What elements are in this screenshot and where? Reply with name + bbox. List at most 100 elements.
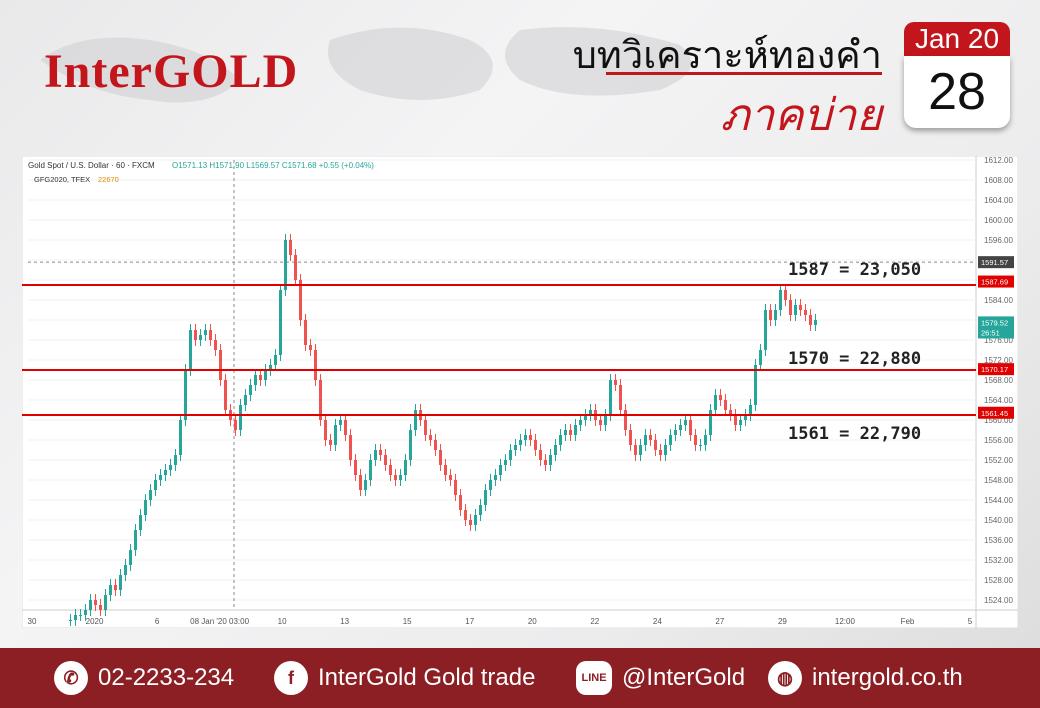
candle-body <box>189 330 192 370</box>
candle-body <box>549 455 552 465</box>
candle-body <box>74 615 77 620</box>
candle-body <box>119 575 122 590</box>
y-tick-label: 1604.00 <box>984 196 1013 205</box>
candle-body <box>519 440 522 445</box>
candle-body <box>734 415 737 425</box>
candle-body <box>139 515 142 530</box>
candle-body <box>589 410 592 415</box>
candle-body <box>134 530 137 550</box>
candle-body <box>664 445 667 455</box>
candle-body <box>644 435 647 445</box>
candle-body <box>414 410 417 430</box>
candle-body <box>289 240 292 255</box>
candle-body <box>89 600 92 610</box>
candle-body <box>159 475 162 480</box>
candle-body <box>179 420 182 455</box>
y-tick-label: 1584.00 <box>984 296 1013 305</box>
y-tick-label: 1600.00 <box>984 216 1013 225</box>
candle-body <box>69 620 72 621</box>
candle-body <box>774 310 777 320</box>
candle-body <box>759 350 762 365</box>
candle-body <box>494 475 497 480</box>
candle-body <box>409 430 412 460</box>
footer-line[interactable]: LINE @InterGold <box>576 660 745 696</box>
candle-body <box>194 330 197 340</box>
candle-body <box>784 290 787 300</box>
price-label-box <box>978 406 1014 419</box>
candle-body <box>364 480 367 490</box>
candle-body <box>279 290 282 355</box>
candle-body <box>639 445 642 455</box>
candle-body <box>509 450 512 460</box>
candle-body <box>309 345 312 350</box>
x-tick-label: 24 <box>653 617 662 626</box>
candle-body <box>779 290 782 310</box>
candle-body <box>764 310 767 350</box>
calendar-day: 28 <box>904 56 1010 128</box>
y-tick-label: 1560.00 <box>984 416 1013 425</box>
x-tick-label: 12:00 <box>835 617 856 626</box>
price-label-box <box>978 363 1014 376</box>
candle-body <box>609 380 612 415</box>
candle-body <box>729 410 732 415</box>
candle-body <box>474 515 477 525</box>
candle-body <box>529 435 532 440</box>
candle-body <box>239 405 242 430</box>
price-label-box <box>978 275 1014 288</box>
price-label: 1561.45 <box>981 409 1008 418</box>
x-tick-label: 15 <box>403 617 412 626</box>
candle-body <box>244 395 247 405</box>
calendar-month: Jan 20 <box>904 22 1010 56</box>
candle-body <box>124 565 127 575</box>
candle-body <box>599 420 602 425</box>
candle-body <box>569 430 572 435</box>
candle-body <box>334 425 337 445</box>
candle-body <box>694 435 697 445</box>
price-label: 26:51 <box>981 329 1000 338</box>
candle-body <box>339 420 342 425</box>
candle-body <box>769 310 772 320</box>
candle-body <box>184 370 187 420</box>
candle-body <box>634 445 637 455</box>
footer-facebook[interactable]: f InterGold Gold trade <box>274 660 535 696</box>
candle-body <box>439 450 442 465</box>
price-chart: 1524.00 1528.00 1532.00 1536.00 1540.00 1544.… <box>21 155 1019 629</box>
candle-body <box>809 315 812 325</box>
candle-body <box>109 585 112 595</box>
candle-body <box>484 490 487 505</box>
candle-body <box>379 450 382 455</box>
y-tick-label: 1568.00 <box>984 376 1013 385</box>
candle-body <box>709 410 712 435</box>
candle-body <box>629 430 632 445</box>
candle-body <box>789 300 792 315</box>
candle-body <box>264 370 267 380</box>
candle-body <box>399 475 402 480</box>
candle-body <box>564 430 567 435</box>
candle-body <box>99 605 102 610</box>
facebook-icon: f <box>274 661 308 695</box>
candle-body <box>299 280 302 320</box>
y-tick-label: 1548.00 <box>984 476 1013 485</box>
candle-body <box>319 380 322 420</box>
candle-body <box>79 615 82 616</box>
phone-number: 02-2233-234 <box>98 664 235 691</box>
candle-body <box>674 430 677 435</box>
footer-phone[interactable]: ✆ 02-2233-234 <box>54 660 234 696</box>
candle-body <box>659 450 662 455</box>
x-tick-label: 17 <box>465 617 474 626</box>
x-tick-label: 29 <box>778 617 787 626</box>
x-tick-label: 5 <box>968 617 973 626</box>
candle-body <box>524 435 527 440</box>
candle-body <box>479 505 482 515</box>
brand-logo: InterGOLD <box>44 45 299 98</box>
candle-body <box>329 440 332 445</box>
candle-body <box>794 305 797 315</box>
level-label: 1587 = 23,050 <box>788 260 921 280</box>
candle-body <box>704 435 707 445</box>
candle-body <box>514 445 517 450</box>
y-tick-label: 1536.00 <box>984 536 1013 545</box>
x-tick-label: 27 <box>715 617 724 626</box>
footer-website[interactable]: ◍ intergold.co.th <box>768 660 963 696</box>
candle-body <box>544 460 547 465</box>
candle-body <box>684 420 687 425</box>
